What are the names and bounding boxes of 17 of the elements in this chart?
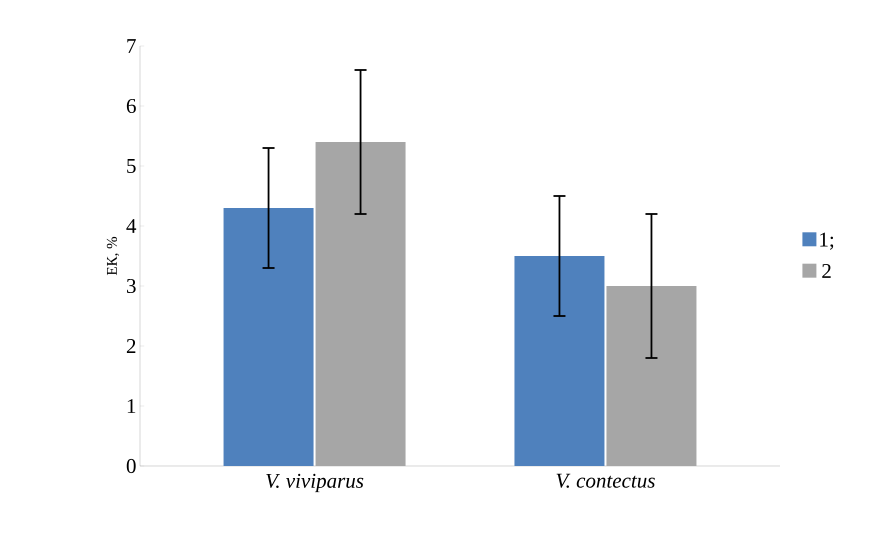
- y-tick-label: 4: [126, 219, 136, 233]
- x-tick-label: V. viviparus: [266, 474, 364, 492]
- bar: [514, 256, 604, 466]
- y-tick-label: 2: [126, 339, 136, 353]
- y-tick-label: 0: [126, 458, 136, 474]
- bar: [224, 208, 314, 466]
- legend-label: 1;: [820, 232, 834, 250]
- bar: [606, 286, 696, 466]
- y-axis-title: ЕК, %: [106, 236, 120, 276]
- y-tick-label: 1: [128, 399, 136, 413]
- legend-label: 2: [822, 264, 831, 278]
- y-tick-label: 5: [127, 159, 136, 173]
- x-tick-label: V. contectus: [556, 474, 655, 488]
- y-tick-label: 3: [126, 278, 136, 294]
- y-tick-label: 6: [126, 98, 136, 114]
- y-tick-label: 7: [127, 39, 136, 53]
- bar: [316, 142, 406, 466]
